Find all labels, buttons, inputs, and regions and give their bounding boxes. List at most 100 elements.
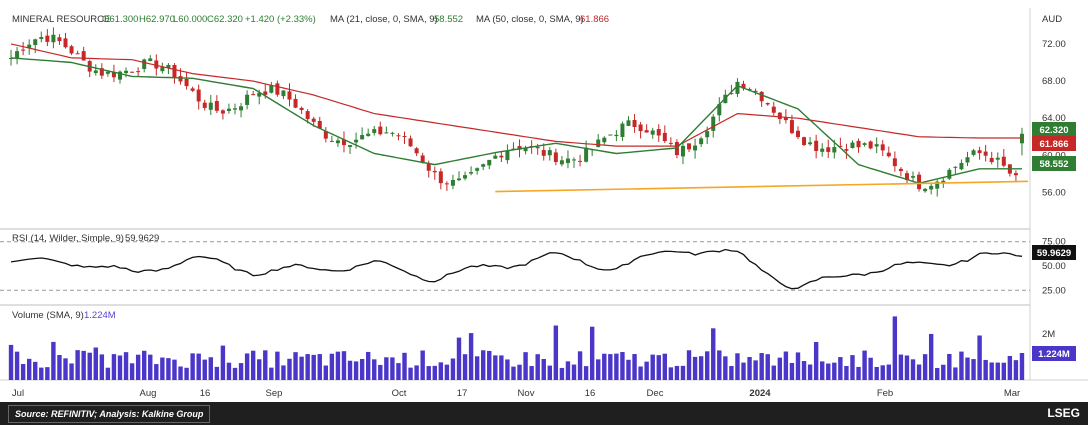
ma50-value: 61.866 [580,14,609,25]
candle [202,99,207,111]
volume-bar [838,357,843,380]
candle [947,168,952,180]
candle [287,83,292,107]
volume-bar [565,361,571,380]
volume-bar [257,359,262,380]
candle [765,102,770,106]
candle [844,143,849,159]
volume-bar [347,360,353,380]
candle [1013,170,1018,183]
candle [644,124,649,133]
volume-bar [14,351,20,380]
volume-bar [856,366,861,380]
ohlc-open: O61.300 [102,14,138,25]
candle [602,136,607,145]
volume-bar [813,342,819,380]
lseg-logo: LSEG [1047,406,1080,420]
volume-bar [662,353,668,380]
candle [275,80,280,97]
candle [329,135,334,143]
volume-bar [250,350,256,380]
volume-bar [965,357,970,380]
candle [741,80,746,91]
volume-bar [420,350,425,380]
candle [802,136,807,147]
ohlc-readout: O61.300 H62.970 L60.000 C62.320 +1.420 (… [102,14,316,25]
volume-bar [511,366,516,380]
volume-bar [63,358,68,380]
ma50-label: MA (50, close, 0, SMA, 9) [476,14,584,25]
volume-bar [941,364,946,380]
volume-bar [602,353,607,380]
candle [190,86,195,92]
volume-bar [99,354,105,380]
volume-bar [832,362,837,380]
volume-bar [583,366,589,380]
volume-bar [481,350,486,380]
volume-bar [384,357,389,380]
candle [565,150,570,169]
symbol-label: MINERAL RESOURCE [12,14,110,25]
candle [402,131,407,145]
volume-bar [57,355,62,380]
rsi-line [10,248,1023,290]
volume-bar [1019,353,1025,380]
candle [493,153,498,159]
candle [69,44,74,56]
volume-bar [396,363,401,380]
volume-bar [729,366,734,380]
volume-bar [795,352,801,380]
volume-bar [129,363,135,380]
candle [226,103,231,114]
candle [898,167,903,177]
rsi-label: RSI (14, Wilder, Simple, 9) [12,233,124,244]
volume-bar [668,367,674,380]
candle [481,163,486,171]
candle [777,112,782,125]
candle [608,134,613,136]
candle [572,157,577,168]
candle [323,127,328,143]
price-tick-label: 60.00 [1042,150,1066,161]
volume-bar [220,345,226,380]
volume-bar [293,352,298,380]
candle [384,126,389,134]
ohlc-change: +1.420 (+2.33%) [245,14,316,25]
time-tick-label: 2024 [749,388,771,399]
candle [245,90,250,110]
candle [783,109,788,124]
volume-bar [904,355,910,380]
volume-bar [33,361,38,380]
volume-bar [947,353,952,380]
volume-bar [444,364,450,380]
candle [795,126,800,140]
volume-bar [711,328,716,380]
volume-bar [190,353,195,380]
volume-bar [844,365,849,380]
candle [463,171,468,181]
volume-bar [717,350,722,380]
volume-bar [287,358,292,380]
volume-bar [202,359,207,380]
volume-bar [935,367,940,380]
time-tick-label: Mar [1004,388,1020,399]
candle [390,131,395,137]
candle [432,166,437,180]
candle [505,144,510,164]
volume-bar [971,359,976,380]
volume-bar [51,341,56,380]
candle [360,127,365,140]
candle [995,152,1000,168]
volume-bar [196,353,201,380]
candle [856,138,861,153]
candle [626,116,631,127]
volume-bar [559,367,565,380]
volume-bar [263,350,268,380]
volume-bar [414,365,419,380]
volume-bar [638,366,643,380]
volume-bar [26,358,32,380]
candle [51,27,56,49]
volume-bar [238,363,244,380]
candle [160,62,165,74]
candle [335,137,340,147]
